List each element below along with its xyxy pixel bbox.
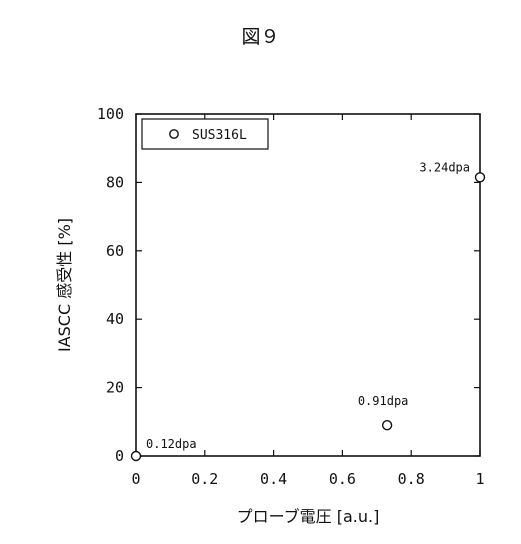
y-tick-label: 60 xyxy=(106,242,124,260)
x-tick-label: 0 xyxy=(131,470,140,488)
x-tick-labels: 0 0.2 0.4 0.6 0.8 1 xyxy=(131,470,484,488)
y-tick-labels: 0 20 40 60 80 100 xyxy=(97,105,124,465)
y-tick-label: 100 xyxy=(97,105,124,123)
data-label: 0.91dpa xyxy=(358,394,409,408)
legend-label: SUS316L xyxy=(192,128,247,143)
x-axis-title: プローブ電圧 [a.u.] xyxy=(237,507,380,526)
y-tick-label: 0 xyxy=(115,447,124,465)
x-tick-label: 0.6 xyxy=(329,470,356,488)
x-tick-label: 0.4 xyxy=(260,470,287,488)
data-label: 3.24dpa xyxy=(419,160,470,174)
legend-marker-icon xyxy=(169,129,179,139)
y-axis-title: IASCC 感受性 [%] xyxy=(55,218,74,352)
x-tick-label: 1 xyxy=(475,470,484,488)
data-points: 0.12dpa 0.91dpa 3.24dpa xyxy=(130,160,486,462)
data-point xyxy=(130,450,142,462)
figure-title: 図９ xyxy=(241,26,280,48)
x-tick-label: 0.8 xyxy=(398,470,425,488)
y-tick-label: 80 xyxy=(106,173,124,191)
plot-area xyxy=(135,113,481,457)
data-point xyxy=(474,172,486,183)
data-point xyxy=(381,420,393,431)
axis-ticks xyxy=(135,113,481,457)
legend: SUS316L xyxy=(141,118,269,150)
x-tick-label: 0.2 xyxy=(191,470,218,488)
y-tick-label: 20 xyxy=(106,379,124,397)
legend-box xyxy=(141,118,269,150)
data-label: 0.12dpa xyxy=(146,437,197,451)
y-tick-label: 40 xyxy=(106,310,124,328)
